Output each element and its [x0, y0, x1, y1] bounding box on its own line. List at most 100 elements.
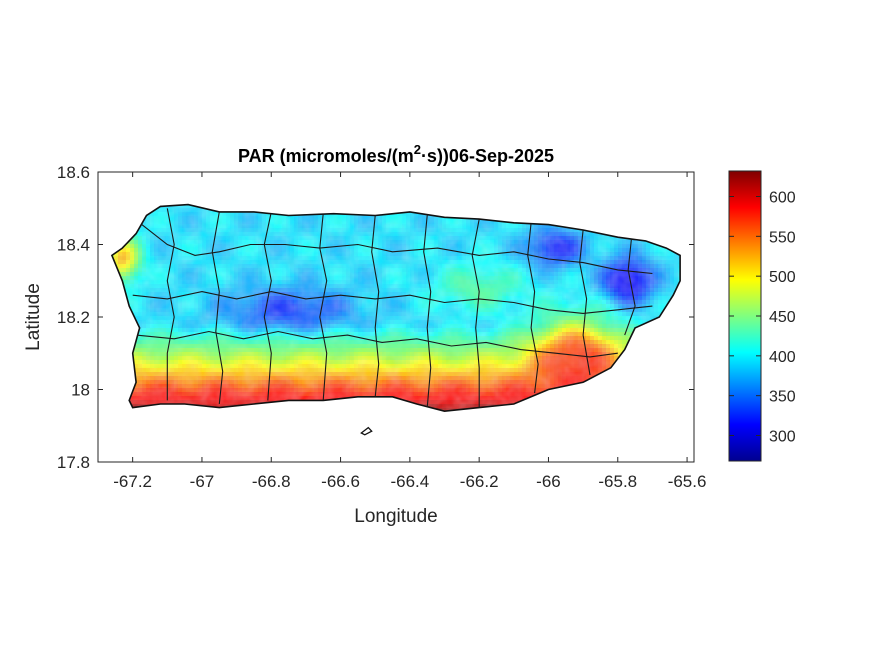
heat-cell — [254, 372, 259, 377]
heat-cell — [474, 296, 479, 301]
heat-cell — [246, 364, 251, 369]
heat-cell — [314, 316, 319, 321]
heat-cell — [322, 308, 327, 313]
heat-cell — [414, 360, 419, 365]
heat-cell — [150, 232, 155, 237]
heat-cell — [162, 256, 167, 261]
heat-cell — [170, 368, 175, 373]
heat-cell — [138, 292, 143, 297]
heat-cell — [202, 244, 207, 249]
heat-cell — [230, 348, 235, 353]
heat-cell — [334, 240, 339, 245]
heat-cell — [414, 320, 419, 325]
heat-cell — [254, 272, 259, 277]
heat-cell — [310, 380, 315, 385]
heat-cell — [458, 232, 463, 237]
heat-cell — [190, 308, 195, 313]
heat-cell — [402, 244, 407, 249]
heat-cell — [438, 364, 443, 369]
heat-cell — [418, 236, 423, 241]
heat-cell — [398, 268, 403, 273]
heat-cell — [470, 268, 475, 273]
heat-cell — [382, 380, 387, 385]
heat-cell — [190, 376, 195, 381]
heat-cell — [378, 344, 383, 349]
heat-cell — [434, 376, 439, 381]
heat-cell — [394, 244, 399, 249]
heat-cell — [370, 352, 375, 357]
heat-cell — [286, 312, 291, 317]
heat-cell — [382, 356, 387, 361]
heat-cell — [278, 368, 283, 373]
heat-cell — [254, 280, 259, 285]
heat-cell — [250, 256, 255, 261]
heat-cell — [342, 380, 347, 385]
heat-cell — [290, 284, 295, 289]
heat-cell — [214, 284, 219, 289]
heat-cell — [186, 264, 191, 269]
heat-cell — [238, 236, 243, 241]
heat-cell — [418, 344, 423, 349]
heat-cell — [262, 396, 267, 401]
heat-cell — [134, 404, 139, 409]
heat-cell — [166, 280, 171, 285]
heat-cell — [306, 320, 311, 325]
heat-cell — [190, 284, 195, 289]
heat-cell — [190, 292, 195, 297]
heat-cell — [330, 384, 335, 389]
heat-cell — [274, 388, 279, 393]
heat-cell — [222, 212, 227, 217]
heat-cell — [326, 276, 331, 281]
heat-cell — [262, 336, 267, 341]
heat-cell — [278, 348, 283, 353]
heat-cell — [370, 336, 375, 341]
heat-cell — [278, 236, 283, 241]
heat-cell — [186, 300, 191, 305]
heat-cell — [334, 288, 339, 293]
heat-cell — [154, 336, 159, 341]
heat-cell — [310, 268, 315, 273]
heat-cell — [414, 368, 419, 373]
heat-cell — [466, 252, 471, 257]
heat-cell — [322, 312, 327, 317]
heat-cell — [466, 304, 471, 309]
heat-cell — [294, 248, 299, 253]
heat-cell — [326, 364, 331, 369]
heat-cell — [162, 288, 167, 293]
heat-cell — [314, 272, 319, 277]
heat-cell — [358, 304, 363, 309]
heat-cell — [406, 232, 411, 237]
heat-cell — [366, 292, 371, 297]
heat-cell — [466, 368, 471, 373]
heat-cell — [158, 264, 163, 269]
heat-cell — [350, 364, 355, 369]
heat-cell — [450, 276, 455, 281]
heat-cell — [390, 336, 395, 341]
heat-cell — [202, 268, 207, 273]
heat-cell — [150, 220, 155, 225]
heat-cell — [306, 284, 311, 289]
heat-cell — [442, 316, 447, 321]
heat-cell — [130, 284, 135, 289]
heat-cell — [182, 356, 187, 361]
heat-cell — [238, 228, 243, 233]
heat-cell — [202, 400, 207, 405]
heat-cell — [414, 264, 419, 269]
heat-cell — [190, 268, 195, 273]
heat-cell — [370, 364, 375, 369]
heat-cell — [282, 344, 287, 349]
heat-cell — [198, 360, 203, 365]
heat-cell — [398, 336, 403, 341]
heat-cell — [214, 372, 219, 377]
heat-cell — [394, 216, 399, 221]
heat-cell — [186, 220, 191, 225]
heat-cell — [398, 244, 403, 249]
heat-cell — [398, 328, 403, 333]
heat-cell — [354, 216, 359, 221]
heat-cell — [474, 300, 479, 305]
heat-cell — [438, 332, 443, 337]
heat-cell — [158, 400, 163, 405]
heat-cell — [418, 308, 423, 313]
heat-cell — [422, 260, 427, 265]
heat-cell — [214, 256, 219, 261]
